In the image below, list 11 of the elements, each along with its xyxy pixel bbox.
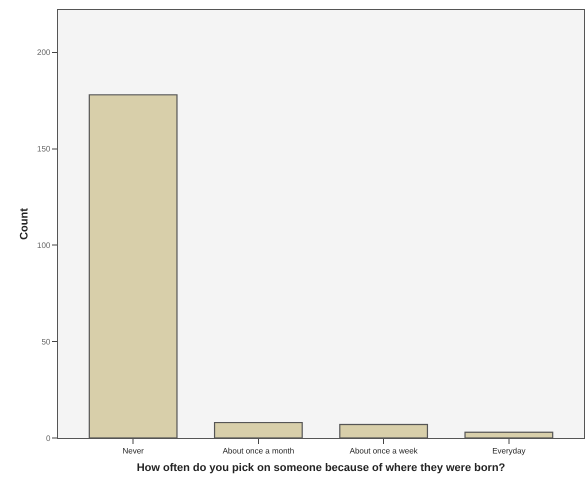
y-tick-label: 0 — [46, 434, 51, 443]
x-tick-label: Everyday — [492, 446, 526, 456]
y-axis-title: Count — [18, 208, 31, 240]
y-tick-label: 50 — [41, 337, 51, 346]
x-axis-title: How often do you pick on someone because of where they were born? — [136, 462, 506, 474]
y-tick-label: 150 — [37, 144, 51, 154]
x-tick-label: About once a month — [222, 446, 294, 456]
x-tick-label: Never — [122, 446, 144, 456]
y-tick-label: 200 — [37, 48, 51, 58]
x-tick-label: About once a week — [350, 446, 419, 456]
y-tick-label: 100 — [37, 241, 51, 250]
